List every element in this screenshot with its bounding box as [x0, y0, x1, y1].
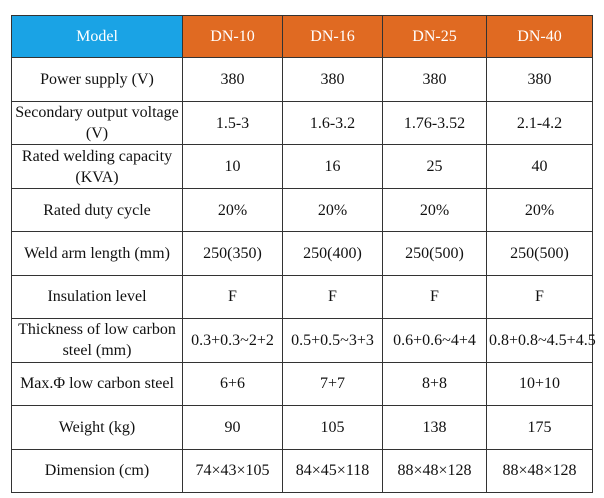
cell: 175 — [486, 405, 593, 450]
cell: 250(400) — [282, 231, 383, 276]
row-label: Weight (kg) — [11, 405, 183, 450]
cell: 380 — [282, 57, 383, 102]
cell: 380 — [182, 57, 283, 102]
cell: 1.5-3 — [182, 100, 283, 146]
cell: 16 — [282, 144, 383, 189]
cell: 1.76-3.52 — [382, 100, 487, 146]
cell: 88×48×128 — [382, 448, 487, 494]
cell: 0.8+0.8~4.5+4.5 — [486, 318, 596, 363]
cell: 2.1-4.2 — [486, 100, 593, 146]
header-model: Model — [11, 14, 183, 59]
cell: 250(350) — [182, 231, 283, 276]
header-dn-40: DN-40 — [486, 14, 593, 59]
table-row: Secondary output voltage (V) 1.5-3 1.6-3… — [11, 100, 593, 146]
cell: 40 — [486, 144, 593, 189]
row-label: Dimension (cm) — [11, 448, 183, 494]
header-dn-10: DN-10 — [182, 14, 283, 59]
cell: 20% — [382, 187, 487, 233]
table-row: Weld arm length (mm) 250(350) 250(400) 2… — [11, 231, 593, 276]
cell: 25 — [382, 144, 487, 189]
row-label: Power supply (V) — [11, 57, 183, 102]
row-label: Secondary output voltage (V) — [11, 100, 183, 146]
cell: 105 — [282, 405, 383, 450]
cell: 1.6-3.2 — [282, 100, 383, 146]
cell: 88×48×128 — [486, 448, 593, 494]
table-row: Rated welding capacity (KVA) 10 16 25 40 — [11, 144, 593, 189]
cell: 380 — [486, 57, 593, 102]
row-label: Max.Φ low carbon steel — [11, 361, 183, 407]
cell: 10+10 — [486, 361, 593, 407]
cell: F — [182, 274, 283, 320]
spec-table: Model DN-10 DN-16 DN-25 DN-40 Power supp… — [11, 14, 596, 494]
cell: 0.5+0.5~3+3 — [282, 318, 383, 363]
table-row: Weight (kg) 90 105 138 175 — [11, 405, 593, 450]
cell: 10 — [182, 144, 283, 189]
cell: F — [486, 274, 593, 320]
row-label: Thickness of low carbon steel (mm) — [11, 318, 183, 363]
cell: 0.3+0.3~2+2 — [182, 318, 283, 363]
cell: 250(500) — [486, 231, 593, 276]
cell: 20% — [486, 187, 593, 233]
cell: 20% — [282, 187, 383, 233]
cell: 90 — [182, 405, 283, 450]
cell: 7+7 — [282, 361, 383, 407]
table-header-row: Model DN-10 DN-16 DN-25 DN-40 — [11, 14, 593, 59]
table-row: Insulation level F F F F — [11, 274, 593, 320]
cell: 8+8 — [382, 361, 487, 407]
header-dn-16: DN-16 — [282, 14, 383, 59]
table-row: Rated duty cycle 20% 20% 20% 20% — [11, 187, 593, 233]
cell: 74×43×105 — [182, 448, 283, 494]
row-label: Weld arm length (mm) — [11, 231, 183, 276]
cell: 0.6+0.6~4+4 — [382, 318, 487, 363]
table-row: Power supply (V) 380 380 380 380 — [11, 57, 593, 102]
cell: 138 — [382, 405, 487, 450]
header-dn-25: DN-25 — [382, 14, 487, 59]
row-label: Insulation level — [11, 274, 183, 320]
table-row: Max.Φ low carbon steel 6+6 7+7 8+8 10+10 — [11, 361, 593, 407]
table-row: Dimension (cm) 74×43×105 84×45×118 88×48… — [11, 448, 593, 494]
cell: F — [282, 274, 383, 320]
cell: 20% — [182, 187, 283, 233]
cell: 250(500) — [382, 231, 487, 276]
row-label: Rated duty cycle — [11, 187, 183, 233]
cell: F — [382, 274, 487, 320]
table-row: Thickness of low carbon steel (mm) 0.3+0… — [11, 318, 596, 363]
cell: 84×45×118 — [282, 448, 383, 494]
row-label: Rated welding capacity (KVA) — [11, 144, 183, 189]
cell: 6+6 — [182, 361, 283, 407]
cell: 380 — [382, 57, 487, 102]
